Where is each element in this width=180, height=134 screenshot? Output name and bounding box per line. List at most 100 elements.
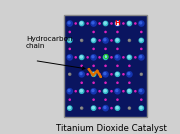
Circle shape xyxy=(75,91,76,92)
Circle shape xyxy=(105,82,106,83)
Circle shape xyxy=(103,38,108,43)
Circle shape xyxy=(93,31,94,33)
Circle shape xyxy=(116,22,119,25)
Circle shape xyxy=(91,21,96,26)
Circle shape xyxy=(103,89,108,93)
Circle shape xyxy=(93,82,94,83)
Circle shape xyxy=(87,91,88,92)
Circle shape xyxy=(75,57,76,58)
Circle shape xyxy=(104,22,106,24)
Text: Titanium Dioxide Catalyst: Titanium Dioxide Catalyst xyxy=(56,124,167,133)
Circle shape xyxy=(111,23,112,24)
Circle shape xyxy=(111,108,112,109)
Circle shape xyxy=(140,22,142,24)
Circle shape xyxy=(99,40,100,41)
Circle shape xyxy=(103,105,108,111)
Circle shape xyxy=(97,70,98,71)
Circle shape xyxy=(104,73,106,75)
Circle shape xyxy=(105,48,106,49)
Text: Hydrocarbon
chain: Hydrocarbon chain xyxy=(26,36,72,49)
Circle shape xyxy=(92,22,94,24)
Circle shape xyxy=(92,107,94,109)
Circle shape xyxy=(91,89,96,94)
Circle shape xyxy=(115,106,120,110)
Circle shape xyxy=(105,65,106,66)
Circle shape xyxy=(81,40,82,41)
Circle shape xyxy=(91,55,96,60)
Circle shape xyxy=(140,73,142,75)
Circle shape xyxy=(87,74,88,75)
Circle shape xyxy=(111,57,112,58)
Circle shape xyxy=(140,107,142,109)
Circle shape xyxy=(88,69,89,70)
Circle shape xyxy=(80,22,82,24)
Circle shape xyxy=(117,65,118,66)
Circle shape xyxy=(68,107,71,109)
Circle shape xyxy=(103,72,108,77)
Circle shape xyxy=(117,82,118,83)
Circle shape xyxy=(135,23,136,24)
Circle shape xyxy=(81,107,83,109)
Circle shape xyxy=(92,73,94,75)
Circle shape xyxy=(128,107,130,109)
Circle shape xyxy=(117,48,118,49)
Circle shape xyxy=(92,39,94,41)
Circle shape xyxy=(69,74,70,75)
Circle shape xyxy=(68,22,70,24)
Circle shape xyxy=(127,89,132,93)
Circle shape xyxy=(69,99,70,100)
Circle shape xyxy=(140,90,142,92)
Text: O: O xyxy=(103,54,109,60)
Circle shape xyxy=(68,56,70,58)
Circle shape xyxy=(139,55,144,60)
Circle shape xyxy=(116,73,118,75)
Circle shape xyxy=(87,23,88,24)
Circle shape xyxy=(93,99,94,100)
Circle shape xyxy=(99,108,100,109)
Text: H: H xyxy=(115,21,120,27)
Circle shape xyxy=(80,90,82,92)
Circle shape xyxy=(123,74,124,75)
Circle shape xyxy=(128,56,130,58)
Circle shape xyxy=(69,31,70,33)
Circle shape xyxy=(128,39,130,42)
Circle shape xyxy=(129,40,130,41)
Circle shape xyxy=(140,56,142,58)
FancyBboxPatch shape xyxy=(64,15,147,117)
Circle shape xyxy=(87,57,88,58)
Circle shape xyxy=(99,74,100,75)
Circle shape xyxy=(67,89,72,94)
Circle shape xyxy=(81,82,82,83)
Circle shape xyxy=(117,99,118,100)
Circle shape xyxy=(81,107,82,108)
Circle shape xyxy=(69,48,70,49)
Circle shape xyxy=(80,89,84,93)
Circle shape xyxy=(123,23,124,24)
Circle shape xyxy=(115,21,120,26)
Circle shape xyxy=(116,22,118,24)
Circle shape xyxy=(80,55,84,59)
Circle shape xyxy=(128,22,130,24)
Circle shape xyxy=(139,106,143,110)
Circle shape xyxy=(117,31,118,33)
Circle shape xyxy=(127,21,132,26)
Circle shape xyxy=(93,65,94,66)
Circle shape xyxy=(104,39,106,41)
Circle shape xyxy=(69,73,71,75)
Circle shape xyxy=(111,74,112,75)
Circle shape xyxy=(99,23,100,24)
Circle shape xyxy=(99,91,100,92)
Circle shape xyxy=(111,40,112,41)
Circle shape xyxy=(141,99,142,100)
Circle shape xyxy=(139,38,143,43)
Circle shape xyxy=(105,31,106,33)
Circle shape xyxy=(68,39,71,41)
Circle shape xyxy=(115,55,120,60)
Circle shape xyxy=(81,39,83,42)
Circle shape xyxy=(100,76,101,77)
Circle shape xyxy=(129,82,130,83)
Circle shape xyxy=(103,55,108,59)
Circle shape xyxy=(111,91,112,92)
Circle shape xyxy=(135,91,136,92)
Circle shape xyxy=(68,38,72,43)
